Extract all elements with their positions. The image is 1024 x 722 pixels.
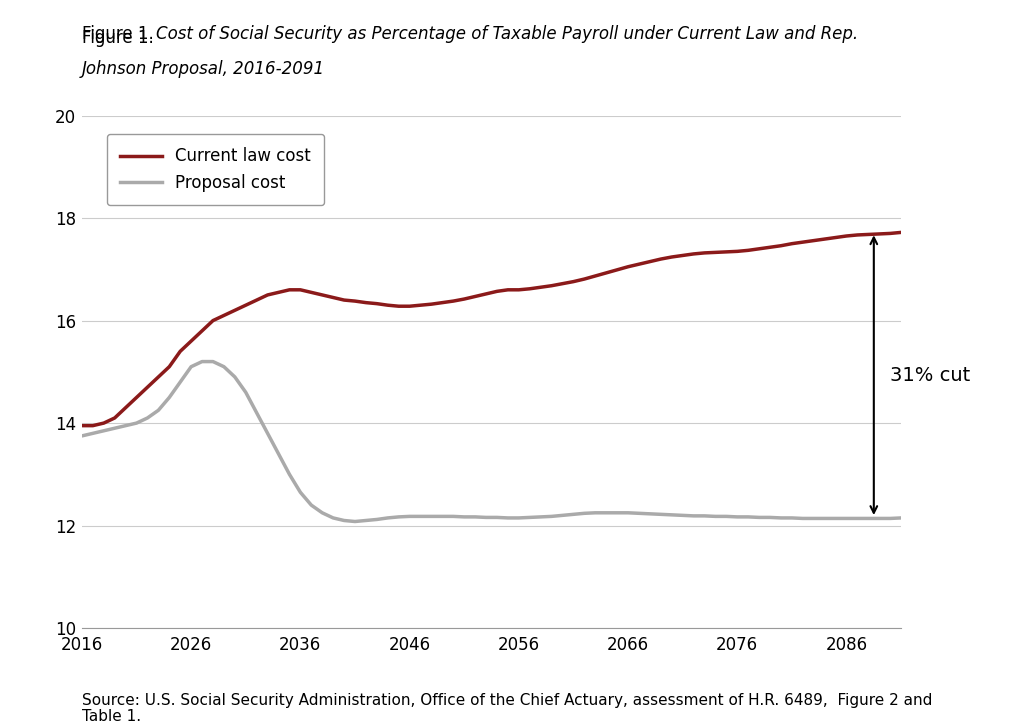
Legend: Current law cost, Proposal cost: Current law cost, Proposal cost <box>106 134 324 205</box>
Proposal cost <box>644 510 656 518</box>
Current law cost <box>153 373 165 381</box>
Line: Current law cost: Current law cost <box>82 232 901 426</box>
Current law cost <box>502 285 514 294</box>
Text: Figure 1.: Figure 1. <box>82 29 159 47</box>
Text: Johnson Proposal, 2016-2091: Johnson Proposal, 2016-2091 <box>82 60 325 78</box>
Proposal cost <box>153 406 165 414</box>
Proposal cost <box>753 513 765 522</box>
Text: 31% cut: 31% cut <box>890 365 971 385</box>
Line: Proposal cost: Proposal cost <box>82 362 901 521</box>
Proposal cost <box>76 432 88 440</box>
Current law cost <box>359 298 372 307</box>
Proposal cost <box>622 508 634 517</box>
Text: Cost of Social Security as Percentage of Taxable Payroll under Current Law and R: Cost of Social Security as Percentage of… <box>156 25 858 43</box>
Proposal cost <box>523 513 536 522</box>
Proposal cost <box>382 513 394 522</box>
Proposal cost <box>349 517 361 526</box>
Current law cost <box>895 228 907 237</box>
Current law cost <box>731 247 743 256</box>
Proposal cost <box>895 513 907 522</box>
Proposal cost <box>196 357 208 366</box>
Current law cost <box>600 269 612 277</box>
Text: Table 1.: Table 1. <box>82 709 141 722</box>
Text: Source: U.S. Social Security Administration, Office of the Chief Actuary, assess: Source: U.S. Social Security Administrat… <box>82 693 932 708</box>
Current law cost <box>622 262 634 271</box>
Text: Figure 1.: Figure 1. <box>82 25 159 43</box>
Current law cost <box>76 422 88 430</box>
